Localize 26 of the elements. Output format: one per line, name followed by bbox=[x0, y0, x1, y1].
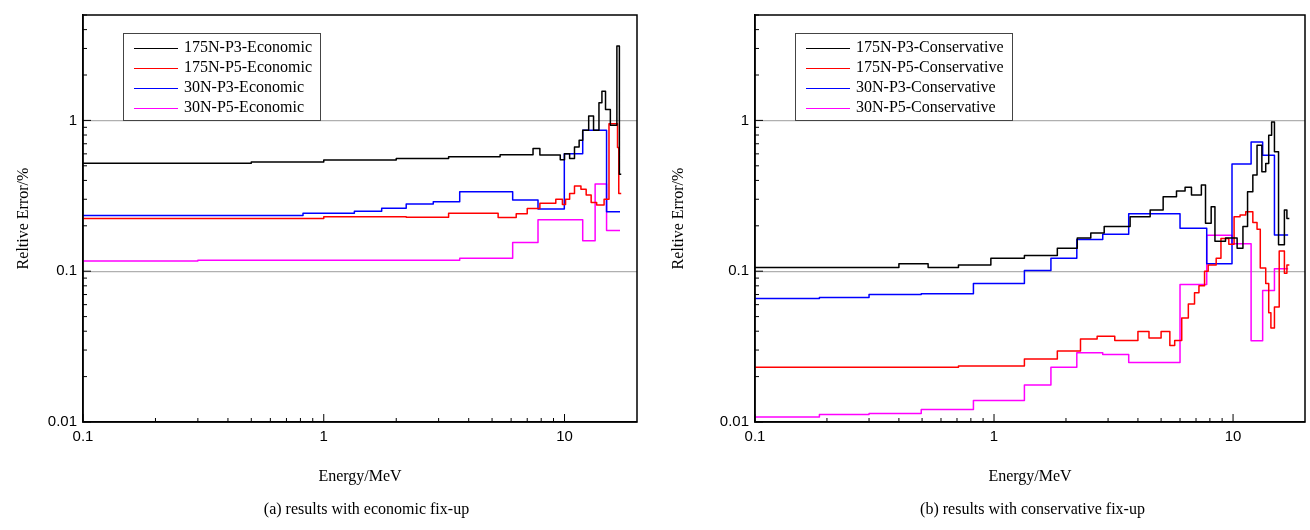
y-tick-label: 0.1 bbox=[56, 261, 77, 279]
legend-label: 30N-P5-Economic bbox=[184, 98, 304, 115]
y-axis-title: Reltive Error/% bbox=[13, 167, 31, 270]
y-tick-label: 1 bbox=[68, 110, 77, 128]
y-tick-label: 0.1 bbox=[728, 261, 749, 279]
x-tick-label: 10 bbox=[556, 427, 573, 445]
y-tick-label: 0.01 bbox=[47, 412, 77, 430]
legend-label: 175N-P5-Economic bbox=[184, 58, 312, 75]
legend-label: 30N-P3-Conservative bbox=[856, 78, 996, 95]
text: (a) results with economic fix-up bbox=[262, 500, 471, 518]
legend-label: 175N-P5-Conservative bbox=[856, 58, 1004, 75]
legend-label: 175N-P3-Conservative bbox=[856, 38, 1004, 55]
legend-label: 175N-P3-Economic bbox=[184, 38, 312, 55]
x-tick-label: 1 bbox=[319, 427, 328, 445]
x-tick-label: 10 bbox=[1224, 427, 1242, 445]
x-tick-label: 1 bbox=[989, 427, 999, 445]
x-tick-label: 0.1 bbox=[744, 427, 766, 445]
x-axis-title: Energy/MeV bbox=[988, 466, 1073, 485]
x-axis-title: Energy/MeV bbox=[318, 466, 403, 485]
legend-label: 30N-P5-Conservative bbox=[856, 98, 996, 115]
x-tick-label: 0.1 bbox=[72, 427, 94, 445]
y-axis-title: Reltive Error/% bbox=[668, 167, 686, 270]
y-tick-label: 0.01 bbox=[719, 412, 749, 430]
y-tick-label: 1 bbox=[740, 110, 749, 128]
text: (b) results with conservative fix-up bbox=[919, 500, 1146, 518]
legend-label: 30N-P3-Economic bbox=[184, 78, 304, 95]
